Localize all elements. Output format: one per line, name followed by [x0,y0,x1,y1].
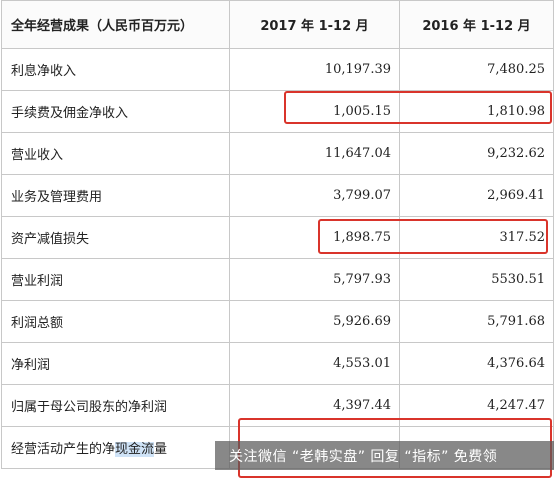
table-row: 经营活动产生的净现金流量 [1,426,554,469]
row-label: 利润总额 [1,300,230,343]
row-label: 业务及管理费用 [1,174,230,217]
highlight-box-impairment [318,219,548,254]
header-category: 全年经营成果（人民币百万元） [1,0,230,49]
table-row: 利润总额 5,926.69 5,791.68 [1,300,554,343]
row-label: 利息净收入 [1,48,230,91]
row-label: 归属于母公司股东的净利润 [1,384,230,427]
value-2017: 5,926.69 [229,300,400,343]
row-label-cashflow: 经营活动产生的净现金流量 [1,426,230,469]
table-row: 营业收入 11,647.04 9,232.62 [1,132,554,175]
table-row: 利息净收入 10,197.39 7,480.25 [1,48,554,91]
header-2016: 2016 年 1-12 月 [399,0,554,49]
financial-results-table: 全年经营成果（人民币百万元） 2017 年 1-12 月 2016 年 1-12… [1,0,554,469]
table-row: 营业利润 5,797.93 5530.51 [1,258,554,301]
row-label: 营业利润 [1,258,230,301]
table-header-row: 全年经营成果（人民币百万元） 2017 年 1-12 月 2016 年 1-12… [1,0,554,49]
value-2016: 1,810.98 [399,90,554,133]
table-row: 手续费及佣金净收入 1,005.15 1,810.98 [1,90,554,133]
value-2016: 9,232.62 [399,132,554,175]
value-2016: 5530.51 [399,258,554,301]
value-2017: 10,197.39 [229,48,400,91]
value-2017: 5,797.93 [229,258,400,301]
value-2016: 5,791.68 [399,300,554,343]
row-label: 净利润 [1,342,230,385]
row-label: 资产减值损失 [1,216,230,259]
table-row: 资产减值损失 1,898.75 317.52 [1,216,554,259]
row-label: 手续费及佣金净收入 [1,90,230,133]
table-row: 业务及管理费用 3,799.07 2,969.41 [1,174,554,217]
label-part: 经营活动产生的净 [11,442,116,457]
value-2017: 1,005.15 [229,90,400,133]
value-2016: 2,969.41 [399,174,554,217]
table-row: 净利润 4,553.01 4,376.64 [1,342,554,385]
value-2017: 4,553.01 [229,342,400,385]
header-2017: 2017 年 1-12 月 [229,0,400,49]
value-2017: 11,647.04 [229,132,400,175]
value-2017: 1,898.75 [229,216,400,259]
highlight-box-fee-income [284,91,552,124]
watermark-banner: 关注微信 “老韩实盘” 回复 “指标” 免费领 [215,441,554,470]
label-part: 量 [154,442,168,457]
value-2017: 3,799.07 [229,174,400,217]
row-label: 营业收入 [1,132,230,175]
value-2016: 7,480.25 [399,48,554,91]
selected-text[interactable]: 现金流 [115,442,155,457]
value-2016: 4,376.64 [399,342,554,385]
